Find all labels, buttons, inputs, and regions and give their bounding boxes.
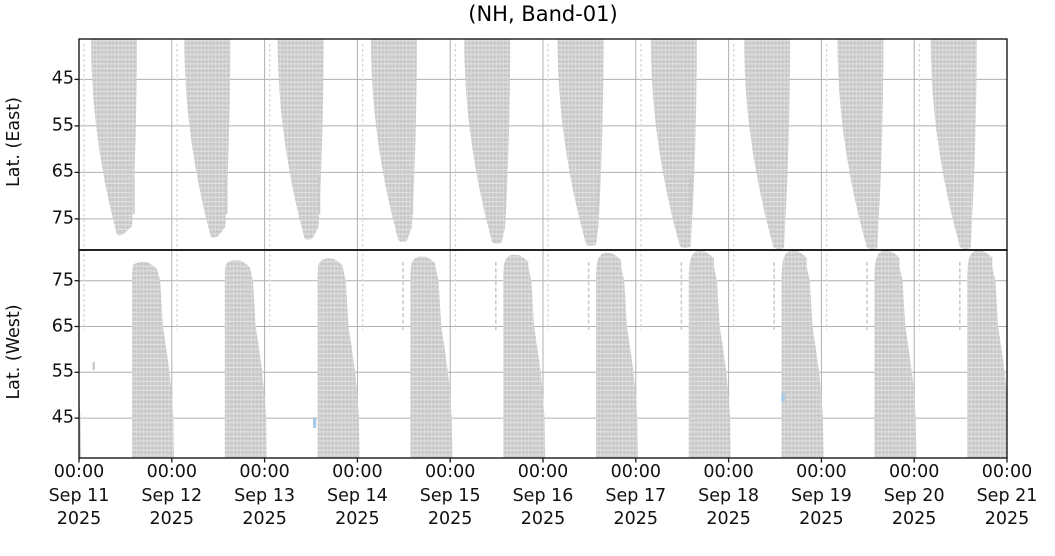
- east-swath-day: [91, 39, 137, 236]
- x-tick-label: 00:00 Sep 14 2025: [308, 461, 406, 532]
- east-swath-day: [464, 39, 511, 244]
- x-tick-year: 2025: [706, 509, 751, 529]
- x-tick-time: 00:00: [796, 462, 847, 482]
- x-tick-label: 00:00 Sep 15 2025: [401, 461, 499, 532]
- west-swath-day: [410, 256, 453, 458]
- x-tick-label: 00:00 Sep 16 2025: [494, 461, 592, 532]
- west-swath-day: [781, 250, 824, 458]
- x-tick-year: 2025: [56, 509, 102, 529]
- y-tick-label: 65: [51, 161, 74, 182]
- east-swath-day: [277, 39, 324, 240]
- y-tick-label: 45: [51, 407, 74, 428]
- x-tick-year: 2025: [891, 509, 937, 529]
- x-tick-label: 00:00 Sep 12 2025: [123, 461, 221, 532]
- x-tick-time: 00:00: [332, 462, 383, 482]
- west-swath-day: [317, 258, 360, 458]
- x-tick-date: Sep 15: [419, 485, 481, 506]
- x-tick-time: 00:00: [53, 462, 105, 482]
- y-tick-label: 55: [51, 361, 74, 382]
- y-tick-label: 75: [51, 270, 74, 291]
- x-tick-time: 00:00: [610, 462, 662, 482]
- east-coverage-swaths: [91, 39, 977, 250]
- west-swath-day: [132, 261, 174, 458]
- x-tick-year: 2025: [613, 509, 659, 529]
- west-swath-day: [503, 254, 546, 458]
- x-tick-label: 00:00 Sep 19 2025: [772, 461, 870, 532]
- x-tick-time: 00:00: [517, 462, 569, 482]
- x-tick-date: Sep 13: [234, 485, 295, 506]
- x-tick-date: Sep 21: [976, 485, 1038, 506]
- x-tick-time: 00:00: [888, 462, 940, 482]
- x-tick-year: 2025: [242, 509, 287, 529]
- chart-title: (NH, Band-01): [468, 2, 618, 26]
- x-tick-time: 00:00: [146, 462, 198, 482]
- blue-data-mark: [313, 418, 317, 428]
- x-tick-year: 2025: [799, 509, 844, 529]
- west-swath-day: [596, 252, 638, 458]
- x-tick-label: 00:00 Sep 17 2025: [587, 461, 685, 532]
- y-tick-label: 65: [51, 316, 74, 337]
- east-swath-day: [557, 39, 604, 246]
- artifacts: [83, 44, 961, 428]
- west-swath-day: [967, 250, 1007, 458]
- west-swath-day: [688, 250, 731, 458]
- x-tick-date: Sep 11: [48, 485, 110, 506]
- east-swath-day: [837, 39, 884, 250]
- x-tick-time: 00:00: [981, 462, 1033, 482]
- x-tick-year: 2025: [984, 509, 1030, 529]
- x-tick-date: Sep 17: [605, 485, 667, 506]
- x-tick-year: 2025: [335, 509, 380, 529]
- x-tick-label: 00:00 Sep 21 2025: [958, 461, 1055, 532]
- x-tick-date: Sep 14: [326, 485, 388, 506]
- x-tick-year: 2025: [149, 509, 195, 529]
- x-tick-date: Sep 19: [790, 485, 852, 506]
- x-tick-label: 00:00 Sep 11 2025: [30, 461, 128, 532]
- x-tick-date: Sep 12: [141, 485, 203, 506]
- x-tick-year: 2025: [427, 509, 473, 529]
- west-swath-day: [224, 260, 267, 458]
- east-swath-day: [650, 39, 697, 248]
- x-tick-label: 00:00 Sep 13 2025: [216, 461, 314, 532]
- x-tick-year: 2025: [520, 509, 566, 529]
- east-swath-day: [370, 39, 417, 242]
- x-tick-date: Sep 18: [698, 485, 759, 506]
- y-tick-label: 75: [51, 208, 74, 229]
- x-tick-label: 00:00 Sep 20 2025: [865, 461, 963, 532]
- east-swath-day: [930, 39, 977, 250]
- x-tick-label: 00:00 Sep 18 2025: [680, 461, 778, 532]
- west-swath-day: [79, 395, 82, 458]
- west-swath-day: [874, 250, 917, 458]
- x-tick-time: 00:00: [239, 462, 290, 482]
- axes-frame: [74, 38, 1008, 463]
- gray-data-mark: [92, 362, 95, 370]
- west-coverage-swaths: [79, 250, 1007, 458]
- east-swath-day: [744, 39, 791, 250]
- blue-data-mark: [781, 393, 785, 402]
- x-tick-time: 00:00: [703, 462, 754, 482]
- east-swath-day: [184, 39, 231, 238]
- y-tick-label: 45: [51, 69, 74, 90]
- y-tick-label: 55: [51, 115, 74, 136]
- x-tick-date: Sep 20: [883, 485, 945, 506]
- x-tick-time: 00:00: [424, 462, 476, 482]
- x-tick-date: Sep 16: [512, 485, 574, 506]
